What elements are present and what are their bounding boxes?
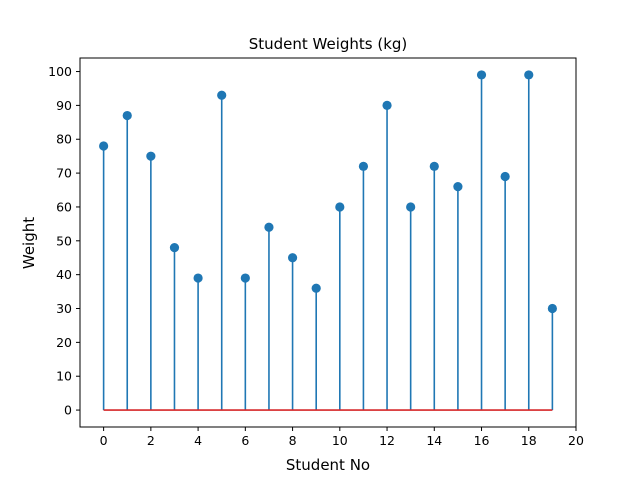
stem-marker: [429, 161, 439, 171]
x-tick-label: 12: [379, 433, 395, 448]
x-tick-label: 6: [241, 433, 249, 448]
y-tick-label: 20: [56, 335, 72, 350]
stem-marker: [240, 273, 250, 283]
stem-marker: [311, 283, 321, 293]
stem-marker: [193, 273, 203, 283]
y-tick-label: 10: [56, 369, 72, 384]
y-tick-label: 80: [56, 132, 72, 147]
stem-marker: [500, 171, 510, 182]
stem-marker: [476, 70, 487, 80]
axis-ticks: 0 2 4 6 8 10 12 14 16 18 20 0 10 20 30 40 50 60 70 80 90 100: [48, 64, 584, 448]
y-tick-label: 0: [64, 403, 72, 418]
stem-marker: [122, 110, 132, 121]
stem-marker: [169, 242, 180, 253]
y-tick-label: 100: [48, 64, 72, 79]
y-tick-label: 60: [56, 199, 72, 214]
axes-frame: [79, 57, 577, 428]
x-axis-label: Student No: [286, 456, 370, 474]
y-axis-label: Weight: [20, 217, 38, 269]
x-tick-label: 8: [289, 433, 297, 448]
stem-marker: [547, 303, 557, 314]
y-tick-label: 50: [56, 233, 72, 248]
x-tick-label: 14: [426, 433, 442, 448]
x-tick-label: 16: [474, 433, 490, 448]
stem-marker: [335, 202, 345, 212]
x-tick-label: 2: [147, 433, 155, 448]
y-tick-label: 70: [56, 166, 72, 181]
stem-marker: [406, 202, 416, 212]
y-tick-label: 30: [56, 301, 72, 316]
stem-marker: [524, 70, 534, 80]
y-tick-label: 90: [56, 98, 72, 113]
stem-marker: [217, 90, 227, 100]
stem-marker: [99, 141, 109, 151]
stem-marker: [146, 151, 156, 161]
stem-marker: [382, 100, 392, 110]
y-tick-label: 40: [56, 267, 72, 282]
stem-marker: [358, 161, 369, 171]
x-tick-label: 10: [332, 433, 348, 448]
chart-title: Student Weights (kg): [249, 35, 408, 53]
stem-marker: [287, 253, 298, 263]
x-tick-label: 0: [100, 433, 108, 448]
x-tick-label: 4: [194, 433, 202, 448]
stem-marker: [264, 222, 274, 232]
stem-marker: [453, 182, 463, 192]
x-tick-label: 18: [521, 433, 537, 448]
plot-area: [99, 70, 557, 411]
x-tick-label: 20: [568, 433, 584, 448]
